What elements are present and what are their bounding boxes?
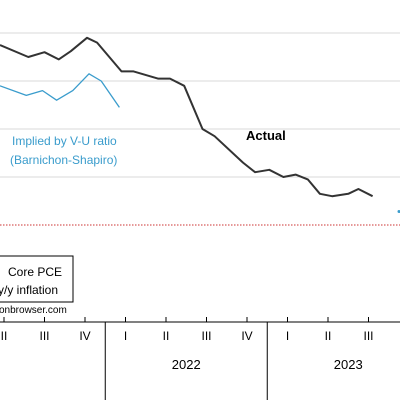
implied-series-line <box>0 73 120 108</box>
legend-line1: Core PCE <box>8 265 62 279</box>
implied-series-label-line2: (Barnichon-Shapiro) <box>10 153 117 167</box>
implied-series-label-line1: Implied by V-U ratio <box>12 134 117 148</box>
actual-series-line <box>0 36 374 198</box>
gridlines <box>0 32 400 178</box>
x-tick-label-7: I <box>286 329 289 343</box>
legend-box <box>0 255 74 303</box>
x-tick-label-6: IV <box>241 329 252 343</box>
implied-series-end-marker <box>397 210 400 214</box>
source-text: onbrowser.com <box>0 305 67 316</box>
x-tick-label-3: I <box>124 329 127 343</box>
legend-line2: y/y inflation <box>0 283 58 297</box>
x-tick-label-0: II <box>1 329 8 343</box>
x-tick-label-2: IV <box>79 329 90 343</box>
x-tick-label-1: III <box>39 329 49 343</box>
year-label-2022: 2022 <box>172 357 201 372</box>
x-tick-label-5: III <box>201 329 211 343</box>
actual-series-label: Actual <box>246 128 286 143</box>
x-tick-label-8: II <box>325 329 332 343</box>
x-tick-label-4: II <box>163 329 170 343</box>
x-tick-label-9: III <box>363 329 373 343</box>
series-lines <box>0 36 400 214</box>
x-axis: IIIIIIVIIIIIIIVIIIIIIIVIIIIIIIV202220232… <box>1 317 374 400</box>
year-label-2023: 2023 <box>334 357 363 372</box>
